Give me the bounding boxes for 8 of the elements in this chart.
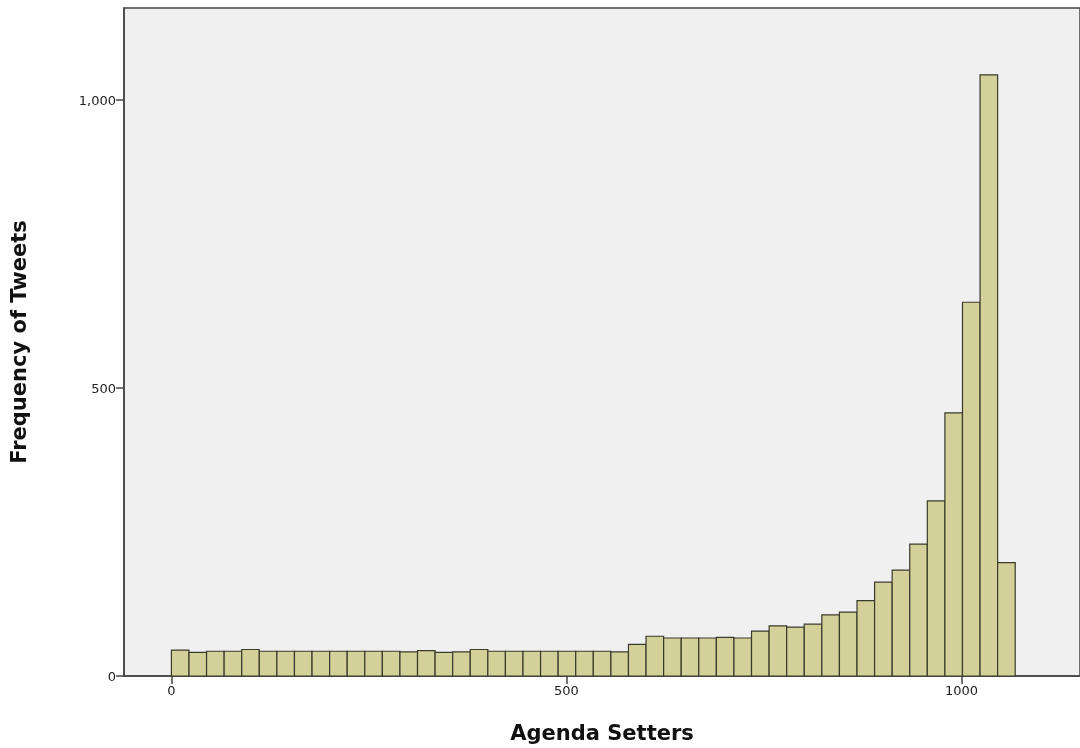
x-axis-title: Agenda Setters	[510, 720, 694, 745]
x-tick-label: 500	[554, 683, 579, 698]
y-tick-label: 500	[91, 380, 116, 396]
y-axis-title: Frequency of Tweets	[6, 220, 31, 464]
y-tick-label: 1,000	[78, 92, 116, 108]
x-tick-label: 0	[167, 683, 176, 698]
x-tick-label: 1000	[944, 683, 979, 698]
y-tick-label: 0	[107, 668, 116, 684]
